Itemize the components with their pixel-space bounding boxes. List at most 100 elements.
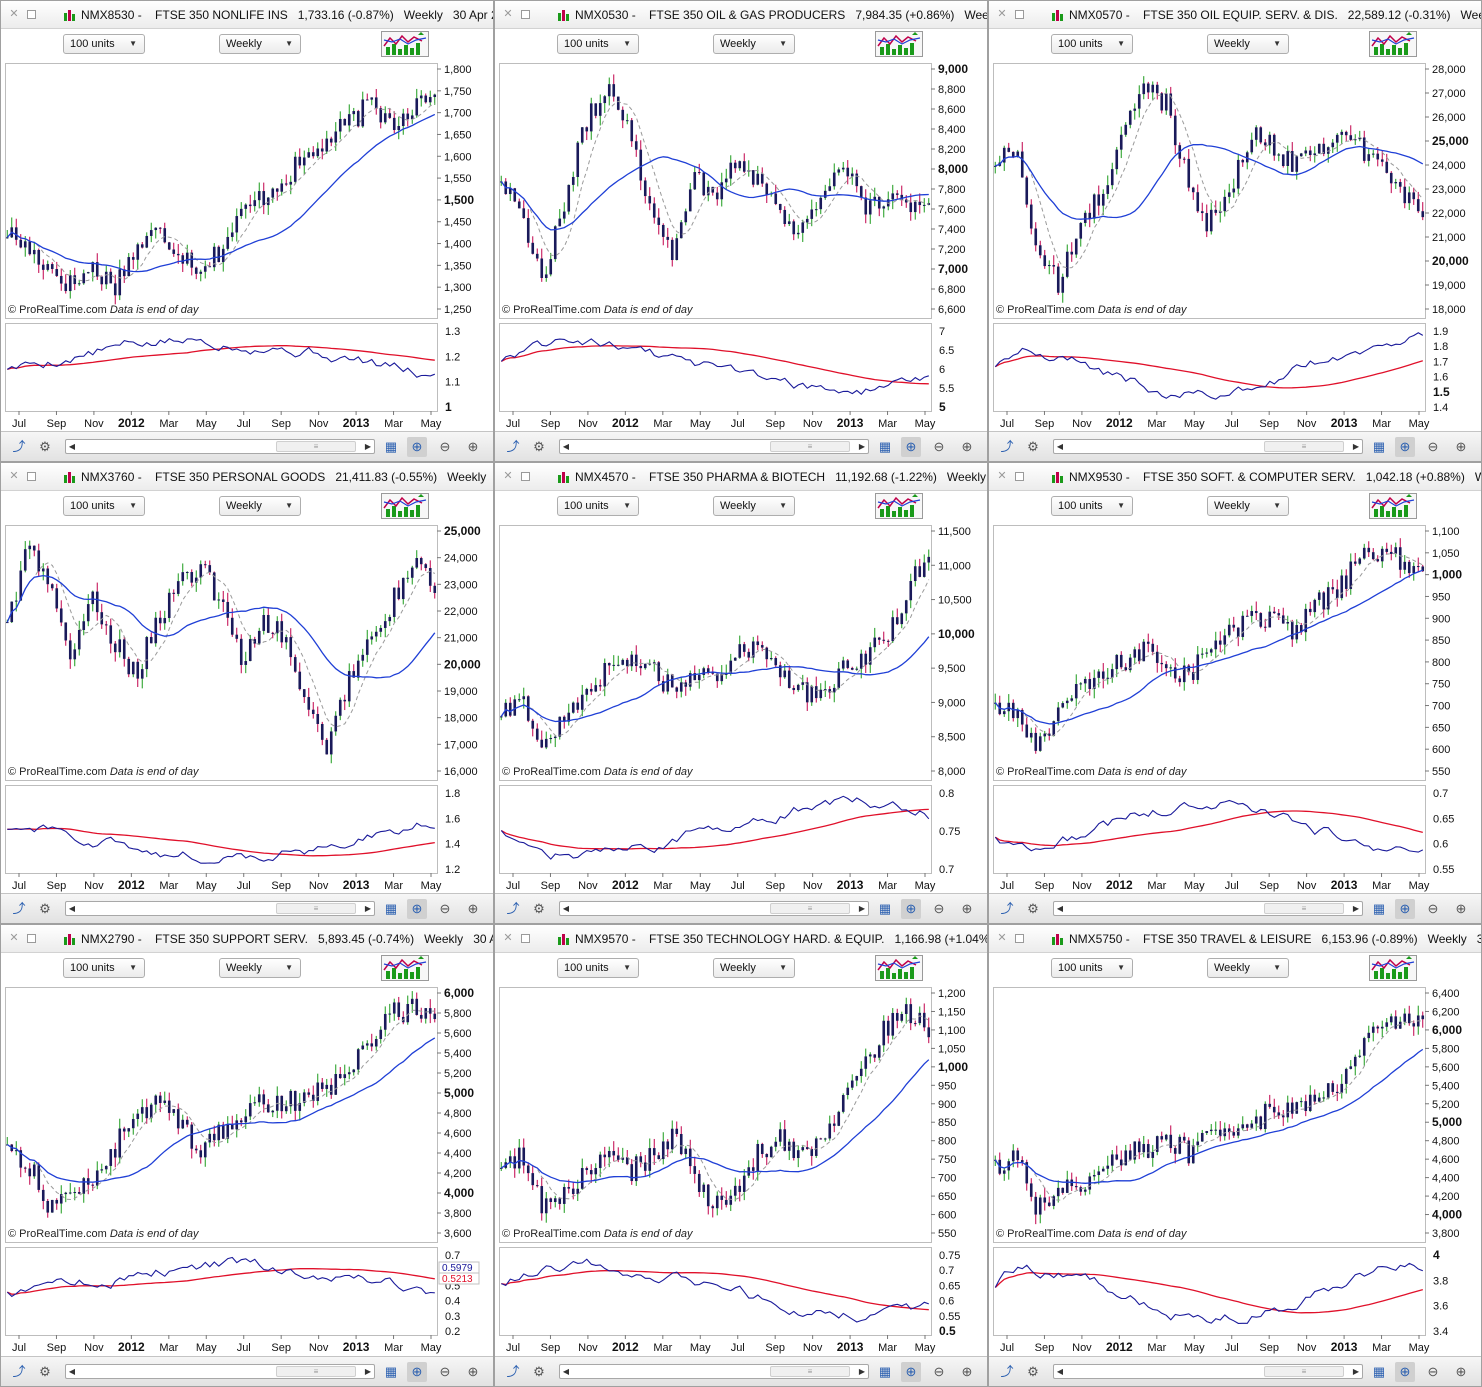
properties-icon[interactable]: ▦	[384, 1364, 398, 1379]
drawing-tool-icon[interactable]: ⚙	[533, 1364, 545, 1379]
close-icon[interactable]: ✕	[9, 8, 19, 20]
indicator-button[interactable]	[381, 493, 429, 519]
chart-type-icon[interactable]: ⤴	[506, 1364, 520, 1379]
indicator-chart[interactable]: 7 6.5 6 5.5 5 Jul Sep Nov 2012 Mar May Jul Sep Nov 201…	[499, 323, 985, 441]
price-chart[interactable]: 6,000 5,800 5,600 5,400 5,200 5,000 4,800 4,600…	[5, 987, 491, 1243]
price-chart[interactable]: 1,800 1,750 1,700 1,650 1,600 1,550 1,500 1,450…	[5, 63, 491, 319]
maximize-icon[interactable]	[521, 934, 530, 943]
units-select[interactable]: 100 units ▼	[557, 958, 639, 978]
scroll-thumb[interactable]: ≡	[276, 441, 356, 452]
indicator-chart[interactable]: 1.9 1.8 1.7 1.61.5 1.4 Jul Sep Nov 2012 Mar May Jul…	[993, 323, 1479, 441]
time-scrollbar[interactable]: ◀ ≡ ▶	[559, 439, 869, 454]
indicator-chart[interactable]: 4 3.8 3.6 3.4 Jul Sep Nov 2012 Mar May Jul Sep Nov 20…	[993, 1247, 1479, 1365]
scroll-left-icon[interactable]: ◀	[68, 442, 76, 451]
zoom-in-icon[interactable]: ⊕	[1455, 439, 1467, 454]
auto-zoom-icon[interactable]: ⊕	[407, 437, 427, 457]
maximize-icon[interactable]	[1015, 934, 1024, 943]
auto-zoom-icon[interactable]: ⊕	[1395, 1362, 1415, 1382]
zoom-out-icon[interactable]: ⊖	[439, 1364, 451, 1379]
period-select[interactable]: Weekly ▼	[219, 34, 301, 54]
close-icon[interactable]: ✕	[503, 470, 513, 482]
chart-type-icon[interactable]: ⤴	[1000, 1364, 1014, 1379]
properties-icon[interactable]: ▦	[384, 901, 398, 916]
time-scrollbar[interactable]: ◀ ≡ ▶	[559, 901, 869, 916]
scroll-thumb[interactable]: ≡	[276, 1366, 356, 1377]
close-icon[interactable]: ✕	[503, 8, 513, 20]
scroll-right-icon[interactable]: ▶	[858, 1367, 866, 1376]
properties-icon[interactable]: ▦	[1372, 439, 1386, 454]
zoom-out-icon[interactable]: ⊖	[1427, 439, 1439, 454]
zoom-out-icon[interactable]: ⊖	[933, 1364, 945, 1379]
indicator-chart[interactable]: 0.8 0.75 0.7 Jul Sep Nov 2012 Mar May Jul Sep Nov 20…	[499, 785, 985, 903]
period-select[interactable]: Weekly ▼	[1207, 496, 1289, 516]
properties-icon[interactable]: ▦	[878, 901, 892, 916]
scroll-thumb[interactable]: ≡	[1264, 1366, 1344, 1377]
close-icon[interactable]: ✕	[9, 470, 19, 482]
zoom-in-icon[interactable]: ⊕	[467, 1364, 479, 1379]
close-icon[interactable]: ✕	[997, 470, 1007, 482]
zoom-in-icon[interactable]: ⊕	[467, 901, 479, 916]
scroll-thumb[interactable]: ≡	[1264, 903, 1344, 914]
maximize-icon[interactable]	[1015, 472, 1024, 481]
chart-type-icon[interactable]: ⤴	[12, 1364, 26, 1379]
maximize-icon[interactable]	[27, 10, 36, 19]
chart-type-icon[interactable]: ⤴	[506, 439, 520, 454]
drawing-tool-icon[interactable]: ⚙	[39, 1364, 51, 1379]
time-scrollbar[interactable]: ◀ ≡ ▶	[559, 1364, 869, 1379]
scroll-right-icon[interactable]: ▶	[364, 1367, 372, 1376]
chart-type-icon[interactable]: ⤴	[506, 901, 520, 916]
price-chart[interactable]: 28,000 27,000 26,000 25,000 24,000 23,000 22,0…	[993, 63, 1479, 319]
period-select[interactable]: Weekly ▼	[219, 958, 301, 978]
zoom-out-icon[interactable]: ⊖	[933, 439, 945, 454]
maximize-icon[interactable]	[521, 472, 530, 481]
time-scrollbar[interactable]: ◀ ≡ ▶	[1053, 1364, 1363, 1379]
indicator-button[interactable]	[381, 955, 429, 981]
units-select[interactable]: 100 units ▼	[63, 958, 145, 978]
price-chart[interactable]: 1,100 1,050 1,000 950 900 850 800 750 700 650 600 5…	[993, 525, 1479, 781]
units-select[interactable]: 100 units ▼	[557, 34, 639, 54]
indicator-button[interactable]	[1369, 955, 1417, 981]
units-select[interactable]: 100 units ▼	[1051, 34, 1133, 54]
units-select[interactable]: 100 units ▼	[63, 34, 145, 54]
scroll-right-icon[interactable]: ▶	[1352, 1367, 1360, 1376]
close-icon[interactable]: ✕	[9, 932, 19, 944]
maximize-icon[interactable]	[521, 10, 530, 19]
price-chart[interactable]: 1,200 1,150 1,100 1,050 1,000 950 900 850 800 750…	[499, 987, 985, 1243]
units-select[interactable]: 100 units ▼	[1051, 496, 1133, 516]
chart-type-icon[interactable]: ⤴	[1000, 439, 1014, 454]
auto-zoom-icon[interactable]: ⊕	[1395, 899, 1415, 919]
period-select[interactable]: Weekly ▼	[1207, 34, 1289, 54]
units-select[interactable]: 100 units ▼	[557, 496, 639, 516]
auto-zoom-icon[interactable]: ⊕	[901, 1362, 921, 1382]
time-scrollbar[interactable]: ◀ ≡ ▶	[65, 439, 375, 454]
zoom-out-icon[interactable]: ⊖	[439, 901, 451, 916]
scroll-thumb[interactable]: ≡	[276, 903, 356, 914]
properties-icon[interactable]: ▦	[384, 439, 398, 454]
scroll-left-icon[interactable]: ◀	[1056, 904, 1064, 913]
chart-type-icon[interactable]: ⤴	[1000, 901, 1014, 916]
zoom-in-icon[interactable]: ⊕	[961, 439, 973, 454]
zoom-in-icon[interactable]: ⊕	[1455, 901, 1467, 916]
indicator-chart[interactable]: 1.8 1.6 1.4 1.2 Jul Sep Nov 2012 Mar May Jul Sep Nov…	[5, 785, 491, 903]
indicator-chart[interactable]: 0.7 0.65 0.6 0.55 Jul Sep Nov 2012 Mar May Jul Sep N…	[993, 785, 1479, 903]
drawing-tool-icon[interactable]: ⚙	[533, 901, 545, 916]
indicator-button[interactable]	[1369, 493, 1417, 519]
scroll-right-icon[interactable]: ▶	[364, 442, 372, 451]
drawing-tool-icon[interactable]: ⚙	[39, 439, 51, 454]
price-chart[interactable]: 6,400 6,200 6,000 5,800 5,600 5,400 5,200 5,000…	[993, 987, 1479, 1243]
indicator-chart[interactable]: 1.3 1.2 1.1 1 Jul Sep Nov 2012 Mar May Jul Sep Nov 20…	[5, 323, 491, 441]
zoom-out-icon[interactable]: ⊖	[439, 439, 451, 454]
drawing-tool-icon[interactable]: ⚙	[1027, 439, 1039, 454]
indicator-button[interactable]	[875, 31, 923, 57]
period-select[interactable]: Weekly ▼	[219, 496, 301, 516]
scroll-right-icon[interactable]: ▶	[858, 904, 866, 913]
period-select[interactable]: Weekly ▼	[713, 496, 795, 516]
drawing-tool-icon[interactable]: ⚙	[533, 439, 545, 454]
properties-icon[interactable]: ▦	[878, 439, 892, 454]
zoom-in-icon[interactable]: ⊕	[1455, 1364, 1467, 1379]
drawing-tool-icon[interactable]: ⚙	[39, 901, 51, 916]
zoom-in-icon[interactable]: ⊕	[467, 439, 479, 454]
auto-zoom-icon[interactable]: ⊕	[901, 437, 921, 457]
close-icon[interactable]: ✕	[997, 8, 1007, 20]
scroll-right-icon[interactable]: ▶	[364, 904, 372, 913]
